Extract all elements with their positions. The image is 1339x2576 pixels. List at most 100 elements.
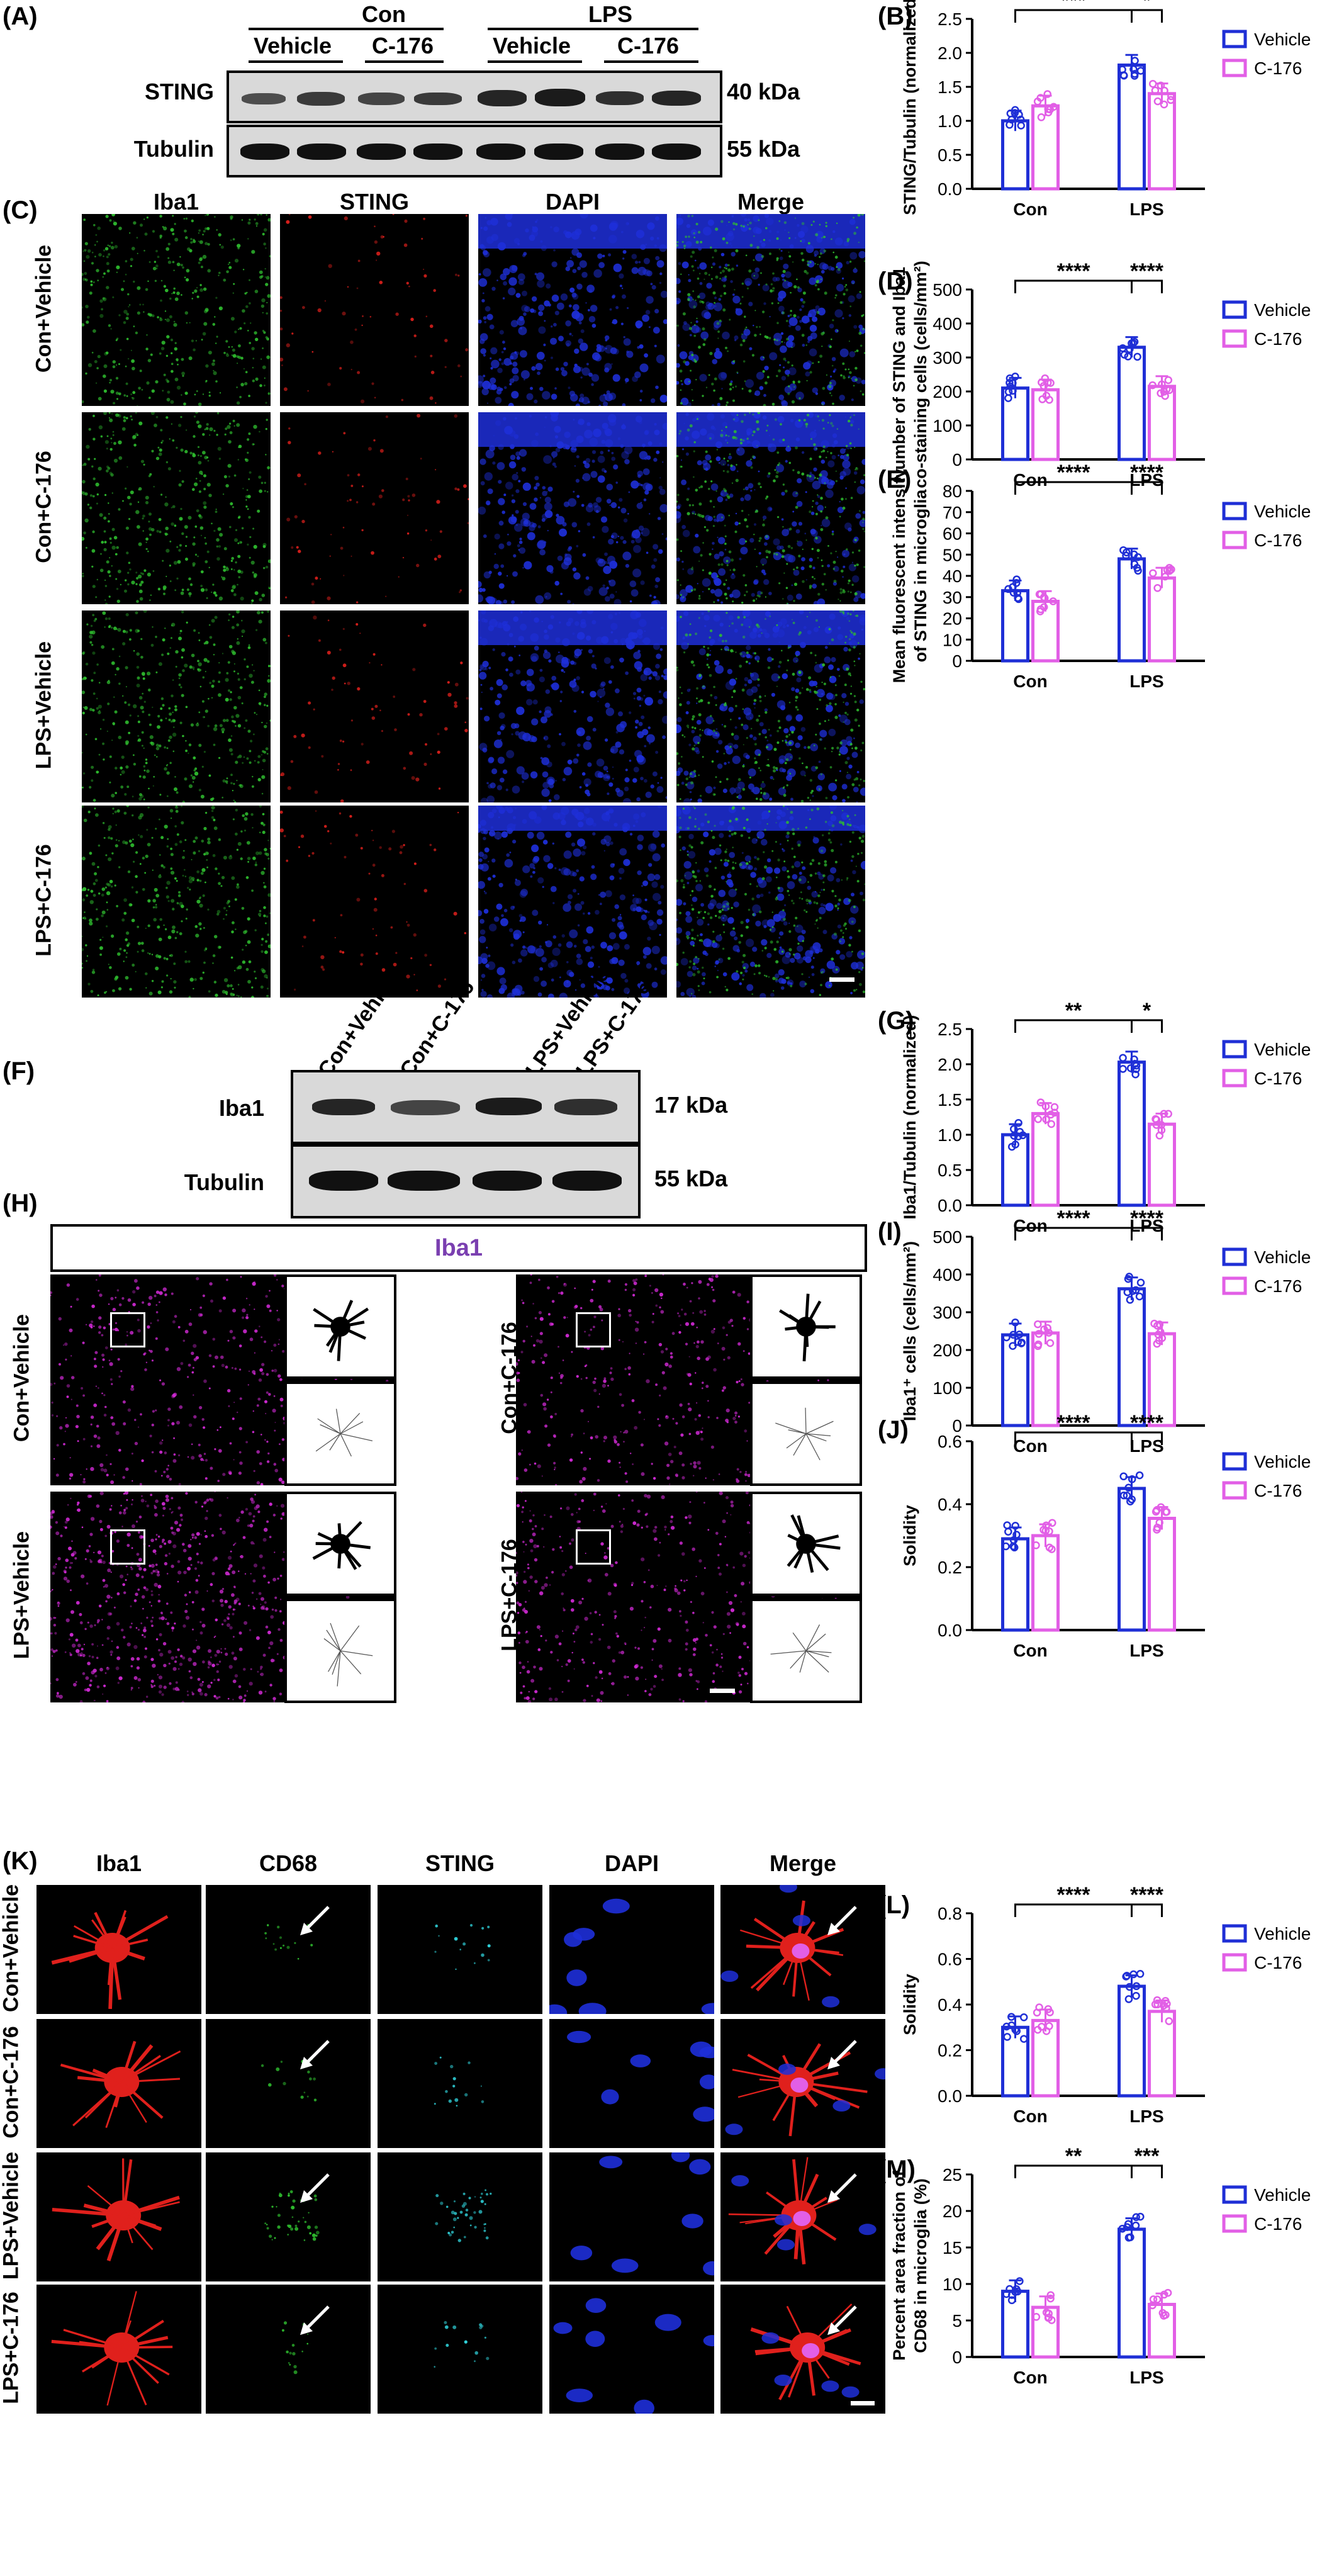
chart-M-dot-1-1-3 [1148, 2301, 1157, 2310]
chart-D-dot-1-1-5 [1158, 380, 1166, 388]
chart-G-dot-0-1-5 [1131, 1070, 1140, 1079]
chart-E-dot-0-0-3 [1012, 579, 1021, 587]
grid-c-tile-0-0 [82, 214, 271, 406]
chart-D-legend-label-1: C-176 [1254, 329, 1302, 349]
chart-I-dot-1-0-7 [1043, 1324, 1051, 1332]
panel-h-row-label-0: Con+Vehicle [9, 1313, 34, 1443]
chart-M-sig-1: *** [1135, 2144, 1160, 2168]
chart-B-ytick-5: 2.5 [938, 9, 962, 29]
panel-h-inset-skeleton-1 [750, 1381, 862, 1486]
chart-I-category-1: LPS [1129, 1436, 1163, 1456]
grid-k-tile-3-0 [36, 2285, 201, 2414]
chart-J-legend-label-1: C-176 [1254, 1481, 1302, 1500]
chart-D-category-0: Con [1013, 470, 1047, 490]
chart-D-dot-0-1-5 [1120, 351, 1129, 359]
blot-a-tubulin-membrane [227, 125, 722, 177]
chart-I-dot-0-1-0 [1136, 1278, 1145, 1287]
chart-B-bar-1-0 [1031, 104, 1060, 191]
chart-G-ytick-3: 1.5 [938, 1090, 962, 1110]
chart-I-svg: 0 100 200 300 400 500 Iba1⁺ cells (cells/mm²) C… [900, 1206, 1311, 1456]
chart-G-dot-1-0-2 [1036, 1098, 1045, 1106]
chart-G-ytick-2: 1.0 [938, 1125, 962, 1145]
chart-M-category-0: Con [1013, 2368, 1047, 2387]
chart-B-legend-label-1: C-176 [1254, 59, 1302, 78]
chart-M-dot-0-1-2 [1126, 2233, 1135, 2242]
chart-E-ytick-1: 10 [943, 630, 962, 650]
chart-E-dot-0-1-4 [1133, 564, 1141, 572]
chart-L-legend-swatch-0 [1222, 1924, 1247, 1943]
chart-L-dot-1-0-7 [1033, 2008, 1041, 2017]
chart-G-dot-1-0-7 [1050, 1103, 1059, 1111]
chart-J-ylabel-0: Solidity [900, 1505, 919, 1566]
blot-a-group-con: Con [362, 1, 406, 27]
chart-E-dot-1-0-0 [1049, 597, 1057, 605]
chart-M-dot-1-1-0 [1163, 2288, 1172, 2297]
chart-D-bar-0-1 [1118, 346, 1146, 461]
grid-k-tile-0-3 [549, 1885, 714, 2014]
chart-D-dot-1-1-0 [1148, 381, 1157, 390]
chart-L-legend-label-1: C-176 [1254, 1953, 1302, 1972]
chart-E-dot-0-1-7 [1130, 550, 1138, 559]
chart-B-ytick-3: 1.5 [938, 77, 962, 97]
grid-c-scale-bar [829, 977, 854, 982]
chart-B-category-0: Con [1013, 200, 1047, 219]
chart-G-legend-label-0: Vehicle [1254, 1040, 1311, 1059]
chart-G-ytick-4: 2.0 [938, 1055, 962, 1074]
chart-B-dot-1-1-0 [1157, 81, 1165, 90]
chart-G-dot-1-0-4 [1034, 1115, 1043, 1123]
chart-J-bracket-1 [1131, 1431, 1163, 1445]
grid-k-row-3: LPS+C-176 [0, 2291, 23, 2404]
chart-G-category-1: LPS [1129, 1216, 1163, 1235]
chart-B-sig-0: *** [1061, 0, 1086, 13]
chart-I-dot-1-0-6 [1046, 1339, 1055, 1347]
chart-L-dot-1-1-3 [1153, 2000, 1162, 2009]
chart-E-bar-0-0 [1001, 589, 1029, 663]
chart-L-dot-0-0-6 [1007, 2013, 1016, 2021]
grid-k-tile-0-2 [378, 1885, 542, 2014]
chart-L-bracket-1 [1131, 1903, 1163, 1917]
chart-J-dot-0-1-0 [1124, 1483, 1133, 1492]
blot-a-sting-membrane [227, 70, 722, 123]
chart-I-legend-swatch-1 [1222, 1276, 1247, 1295]
chart-M-ytick-5: 25 [943, 2165, 962, 2185]
chart-L-dot-0-0-0 [1003, 2033, 1011, 2041]
blot-a-group-lps-line [488, 28, 698, 30]
chart-E-dot-0-0-5 [1004, 585, 1012, 593]
chart-D-ylabel-0: Number of STING and Iba1 [890, 267, 909, 482]
chart-D-legend-swatch-0 [1222, 300, 1247, 319]
chart-E-ytick-6: 60 [943, 524, 962, 544]
chart-J-dot-1-1-6 [1153, 1526, 1161, 1534]
chart-B-sig-1: * [1143, 0, 1151, 13]
grid-c-tile-2-0 [82, 610, 271, 802]
chart-I-dot-0-0-4 [1009, 1330, 1017, 1339]
blot-a-sub-line-3 [488, 60, 582, 63]
chart-B-dot-0-1-1 [1136, 67, 1145, 75]
panel-h-inset-filled-0 [284, 1274, 396, 1379]
chart-L-dot-1-0-4 [1045, 2022, 1053, 2030]
chart-D-legend-label-0: Vehicle [1254, 300, 1311, 320]
grid-c-tile-1-1 [280, 412, 469, 604]
blot-a-sub-line-2 [365, 60, 444, 63]
grid-k-scale-bar [851, 2401, 875, 2405]
grid-c-tile-0-1 [280, 214, 469, 406]
chart-D-ylabel-1: co-staining cells (cells/mm²) [911, 261, 930, 488]
chart-I-dot-1-0-0 [1034, 1330, 1043, 1338]
grid-k-tile-2-0 [36, 2152, 201, 2281]
chart-M-legend-label-1: C-176 [1254, 2214, 1302, 2234]
panel-h-title: Iba1 [50, 1224, 867, 1272]
blot-a-group-lps: LPS [588, 1, 632, 27]
chart-J-dot-0-0-4 [1003, 1521, 1011, 1529]
chart-G-dot-0-1-6 [1126, 1064, 1135, 1072]
chart-J-bar-0-0 [1001, 1537, 1029, 1632]
chart-L-dot-0-0-1 [1002, 2022, 1011, 2031]
chart-L-bar-0-1 [1118, 1984, 1146, 2098]
grid-c-tile-3-3 [676, 806, 865, 998]
chart-L-ytick-2: 0.4 [938, 1995, 962, 2015]
chart-D-ytick-1: 100 [933, 416, 962, 436]
chart-L-dot-0-0-7 [1019, 2035, 1028, 2043]
chart-L-dot-0-0-2 [1019, 2013, 1028, 2022]
chart-D-ytick-4: 400 [933, 314, 962, 334]
chart-D-dot-1-1-7 [1165, 386, 1174, 395]
chart-M-ytick-1: 5 [952, 2311, 962, 2331]
blot-a-row-sting: STING [144, 79, 214, 104]
